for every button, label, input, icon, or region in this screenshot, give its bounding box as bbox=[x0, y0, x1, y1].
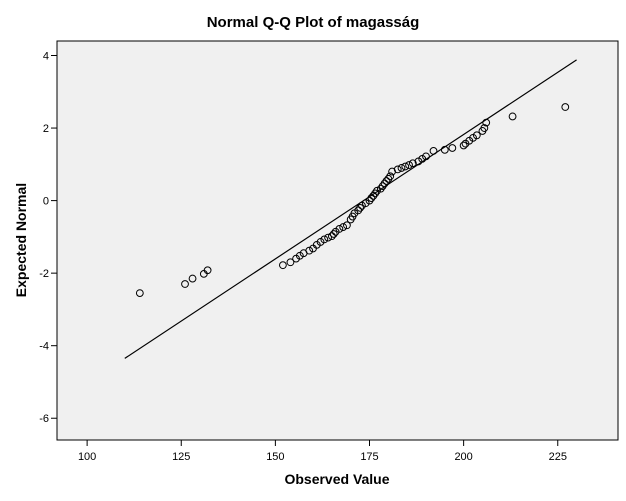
chart-title: Normal Q-Q Plot of magasság bbox=[207, 14, 420, 31]
y-tick-label-minus-2: -2 bbox=[39, 268, 49, 280]
y-tick-label-minus-6: -6 bbox=[39, 413, 49, 425]
data-point-52 bbox=[459, 141, 468, 150]
data-point-2 bbox=[188, 274, 197, 283]
data-point-48 bbox=[422, 152, 430, 161]
data-point-60 bbox=[508, 112, 517, 121]
data-point-50 bbox=[440, 145, 449, 154]
data-point-44 bbox=[405, 161, 413, 169]
x-tick-label-175: 175 bbox=[360, 451, 378, 463]
x-tick-label-100: 100 bbox=[78, 451, 96, 463]
data-point-26 bbox=[356, 203, 364, 212]
data-point-59 bbox=[482, 118, 491, 127]
x-axis-title: Observed Value bbox=[284, 471, 389, 487]
y-axis-title: Expected Normal bbox=[13, 183, 29, 297]
data-point-30 bbox=[367, 194, 376, 202]
data-point-33 bbox=[373, 186, 381, 195]
data-points-group bbox=[135, 103, 570, 297]
reference-line bbox=[124, 59, 577, 359]
y-axis: 4 2 0 -2 -4 -6 bbox=[39, 51, 57, 425]
data-point-10 bbox=[305, 246, 314, 255]
data-point-39 bbox=[386, 172, 395, 181]
x-tick-label-125: 125 bbox=[172, 451, 190, 463]
y-tick-label-4: 4 bbox=[43, 51, 49, 63]
data-point-29 bbox=[365, 196, 374, 205]
data-point-25 bbox=[354, 206, 363, 215]
data-point-42 bbox=[397, 164, 406, 172]
data-point-61 bbox=[561, 103, 570, 111]
data-point-5 bbox=[279, 261, 287, 270]
data-point-56 bbox=[472, 131, 481, 140]
data-point-21 bbox=[343, 221, 351, 230]
data-point-45 bbox=[408, 159, 417, 168]
plot-area bbox=[56, 40, 619, 441]
data-point-35 bbox=[378, 182, 387, 190]
data-point-41 bbox=[393, 165, 402, 174]
x-tick-label-225: 225 bbox=[549, 451, 567, 463]
data-point-58 bbox=[480, 124, 489, 132]
y-tick-label-2: 2 bbox=[43, 123, 49, 135]
data-point-43 bbox=[401, 162, 410, 171]
data-point-4 bbox=[203, 266, 212, 275]
data-point-19 bbox=[335, 224, 344, 233]
data-point-0 bbox=[135, 289, 144, 297]
data-point-34 bbox=[376, 184, 385, 193]
y-tick-label-minus-4: -4 bbox=[39, 341, 49, 353]
data-point-49 bbox=[429, 147, 438, 155]
data-point-51 bbox=[448, 144, 457, 152]
x-tick-label-150: 150 bbox=[266, 451, 284, 463]
data-point-14 bbox=[320, 235, 329, 244]
data-point-36 bbox=[380, 179, 389, 188]
y-tick-label-0: 0 bbox=[43, 196, 49, 208]
data-point-20 bbox=[339, 223, 348, 231]
reference-line-group bbox=[124, 59, 577, 359]
x-tick-label-200: 200 bbox=[454, 451, 472, 463]
data-point-1 bbox=[181, 280, 189, 288]
data-point-17 bbox=[329, 230, 338, 238]
data-point-32 bbox=[371, 189, 380, 198]
data-point-31 bbox=[369, 191, 378, 200]
x-axis: 100 125 150 175 200 225 bbox=[78, 440, 567, 463]
data-point-37 bbox=[382, 177, 391, 185]
data-point-38 bbox=[384, 174, 393, 183]
data-point-6 bbox=[286, 258, 295, 267]
data-point-15 bbox=[324, 233, 332, 242]
